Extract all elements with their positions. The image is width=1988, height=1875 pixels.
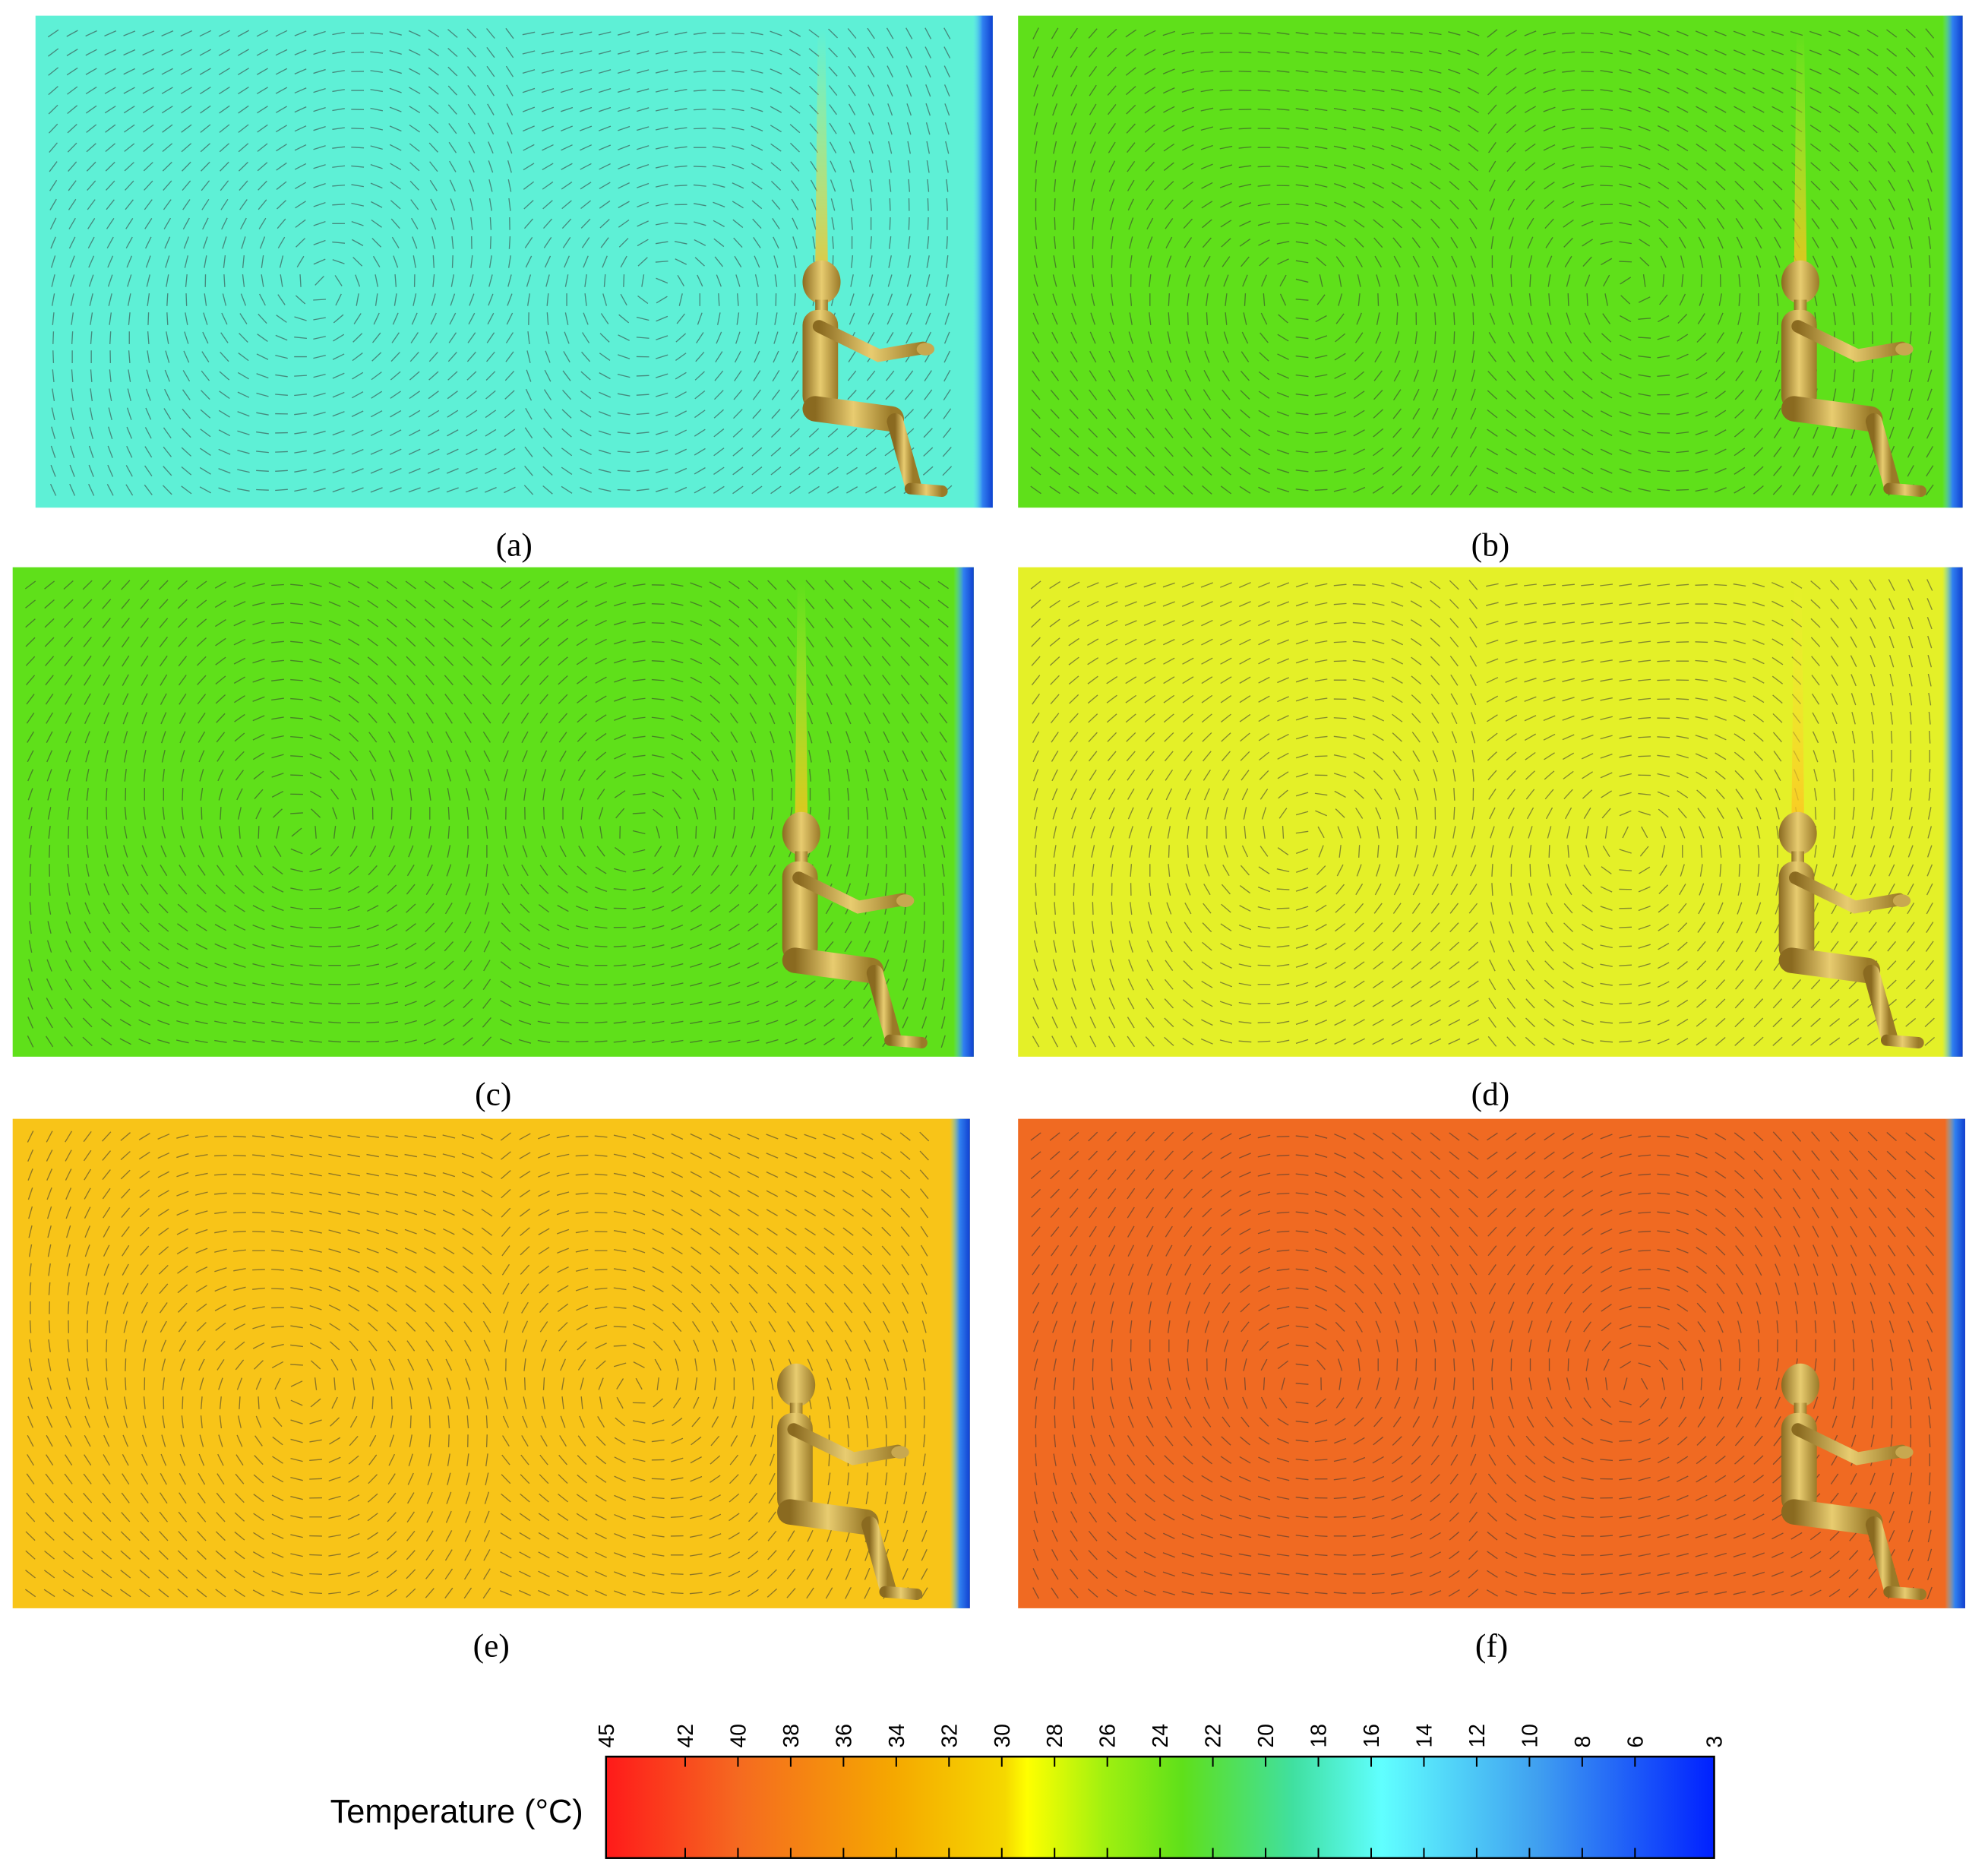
cold-wall [953,567,974,1057]
tick-label: 22 [1202,1724,1226,1748]
tick-label: 12 [1465,1724,1490,1748]
panels: (a) (b) (c) (d) (e) (f) [12,15,1965,1664]
colorbar-gradient [605,1755,1715,1859]
panel-label: (c) [475,1076,511,1112]
tick-label: 6 [1623,1736,1648,1748]
tick-label: 18 [1307,1724,1332,1748]
panel-label: (a) [496,527,533,564]
tick-label: 42 [674,1724,698,1748]
temperature-field [1018,567,1963,1057]
tick-label: 10 [1518,1724,1542,1748]
flow-arrows [24,580,949,1048]
flow-arrows [24,1130,930,1599]
cold-wall [972,15,993,508]
tick-label: 14 [1412,1724,1436,1748]
cold-wall [1942,567,1963,1057]
tick-label: 24 [1149,1724,1173,1748]
tick-label: 16 [1360,1724,1384,1748]
panel: (e) [12,1118,970,1664]
flow-arrows [1030,27,1935,496]
tick-label: 26 [1096,1724,1120,1748]
temperature-field [35,15,993,508]
tick-label: 28 [1043,1724,1067,1748]
tick-label: 36 [832,1724,856,1748]
cold-wall [1945,1118,1965,1608]
panel: (c) [12,567,974,1112]
tick-label: 32 [937,1724,962,1748]
flow-arrows [1030,579,1935,1048]
tick-label: 30 [991,1724,1015,1748]
panel: (a) [35,15,993,564]
panel-label: (f) [1475,1627,1508,1664]
panel: (b) [1018,15,1963,564]
tick-label: 34 [885,1724,909,1748]
tick-label: 8 [1571,1736,1595,1748]
temperature-field [1018,15,1963,508]
tick-label: 45 [595,1724,619,1748]
thermal-plume [1791,580,1804,824]
cold-wall [950,1118,970,1608]
colorbar-title: Temperature (°C) [330,1794,583,1830]
tick-label: 3 [1703,1736,1727,1748]
thermal-plume [1794,28,1807,272]
panel: (f) [1018,1118,1965,1664]
panel-label: (d) [1471,1076,1510,1112]
flow-arrows [47,27,953,496]
tick-label: 20 [1254,1724,1278,1748]
cold-wall [1942,15,1963,508]
thermal-plume [795,580,808,824]
panel-label: (b) [1471,527,1510,564]
panel-label: (e) [473,1627,510,1664]
colorbar: Temperature (°C) 45 42 40 38 36 34 32 30 28 26 24 2… [330,1724,1727,1859]
temperature-field [1018,1118,1965,1608]
thermal-plume [815,28,828,272]
tick-label: 38 [779,1724,804,1748]
tick-label: 40 [726,1724,751,1748]
flow-arrows [1030,1131,1936,1599]
panel: (d) [1018,567,1963,1112]
